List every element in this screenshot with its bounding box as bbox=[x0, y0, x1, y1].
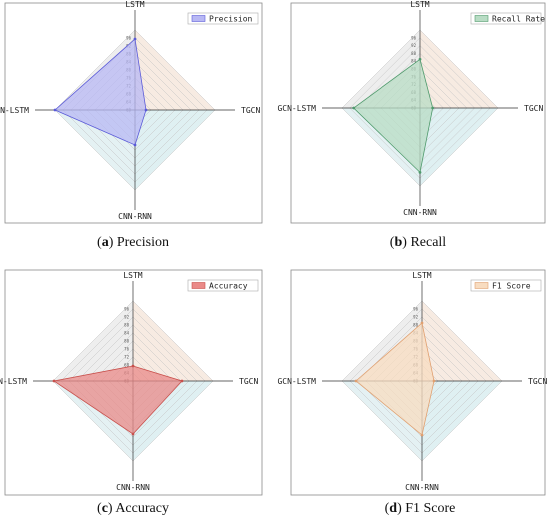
figure-caption: (a) Precision bbox=[97, 235, 169, 250]
series-point bbox=[352, 106, 356, 110]
legend-box bbox=[187, 279, 259, 292]
axis-label-cnn-rnn: CNN-RNN bbox=[116, 483, 150, 492]
series-point bbox=[133, 37, 137, 41]
axis-label-tgcn: TGCN bbox=[528, 377, 547, 386]
caption-text: Precision bbox=[117, 235, 169, 250]
tick-label: 88 bbox=[124, 323, 129, 328]
legend-swatch bbox=[474, 282, 489, 289]
axis-label-tgcn: TGCN bbox=[239, 377, 258, 386]
legend-label: Recall Rate bbox=[492, 14, 545, 23]
series-point bbox=[354, 379, 358, 383]
axis-label-lstm: LSTM bbox=[125, 0, 144, 9]
axis-label-cnn-rnn: CNN-RNN bbox=[118, 212, 152, 221]
caption-letter: a bbox=[102, 235, 109, 250]
series-point bbox=[432, 379, 436, 383]
tick-label: 84 bbox=[124, 331, 129, 336]
legend-swatch bbox=[191, 282, 206, 289]
tick-label: 68 bbox=[124, 363, 129, 368]
axis-label-lstm: LSTM bbox=[410, 0, 429, 9]
axis-label-gcn-lstm: GCN-LSTM bbox=[0, 377, 27, 386]
chart-panel-b: 60646872768084889296LSTMTGCNCNN-RNNGCN-L… bbox=[277, 0, 546, 250]
tick-label: 72 bbox=[124, 355, 129, 360]
series-point bbox=[431, 106, 435, 110]
tick-label: 96 bbox=[126, 36, 131, 41]
axis-label-lstm: LSTM bbox=[123, 271, 142, 280]
tick-label: 92 bbox=[411, 43, 416, 48]
chart-panel-a: 60646872768084889296LSTMTGCNCNN-RNNGCN-L… bbox=[0, 0, 263, 250]
axis-label-lstm: LSTM bbox=[412, 271, 431, 280]
figure-caption: (d) F1 Score bbox=[385, 501, 456, 516]
series-point bbox=[180, 379, 184, 383]
caption-letter: b bbox=[394, 235, 402, 250]
legend: Accuracy bbox=[187, 279, 259, 292]
series-point bbox=[144, 108, 148, 112]
figure-caption: (c) Accuracy bbox=[97, 501, 169, 516]
tick-label: 96 bbox=[413, 307, 418, 312]
tick-label: 92 bbox=[413, 315, 418, 320]
legend-swatch bbox=[474, 15, 489, 22]
series-point bbox=[420, 433, 424, 437]
axis-label-gcn-lstm: GCN-LSTM bbox=[0, 106, 29, 115]
caption-letter: c bbox=[102, 501, 108, 516]
series-point bbox=[53, 108, 57, 112]
tick-label: 84 bbox=[411, 59, 416, 64]
legend-swatch bbox=[191, 15, 206, 22]
caption-letter: d bbox=[389, 501, 397, 516]
series-point bbox=[131, 432, 135, 436]
tick-label: 96 bbox=[124, 307, 129, 312]
tick-label: 88 bbox=[411, 51, 416, 56]
legend-label: Accuracy bbox=[209, 281, 248, 290]
tick-label: 80 bbox=[124, 339, 129, 344]
series-point bbox=[418, 57, 422, 61]
figure-caption: (b) Recall bbox=[390, 235, 447, 250]
legend-box bbox=[187, 12, 259, 25]
legend-box bbox=[470, 279, 542, 292]
series-point bbox=[418, 170, 422, 174]
tick-label: 76 bbox=[124, 347, 129, 352]
axis-label-tgcn: TGCN bbox=[524, 104, 543, 113]
axis-label-tgcn: TGCN bbox=[241, 106, 260, 115]
series-point bbox=[131, 364, 135, 368]
series-point bbox=[420, 321, 424, 325]
legend-label: F1 Score bbox=[492, 281, 531, 290]
chart-panel-c: 60646872768084889296LSTMTGCNCNN-RNNGCN-L… bbox=[0, 269, 263, 516]
caption-text: Accuracy bbox=[115, 501, 169, 516]
caption-text: Recall bbox=[410, 235, 446, 250]
series-point bbox=[133, 143, 137, 147]
axis-label-cnn-rnn: CNN-RNN bbox=[403, 208, 437, 217]
chart-panel-d: 60646872768084889296LSTMTGCNCNN-RNNGCN-L… bbox=[277, 269, 547, 516]
legend: Precision bbox=[187, 12, 259, 25]
legend-label: Precision bbox=[209, 14, 253, 23]
tick-label: 88 bbox=[413, 323, 418, 328]
axis-label-cnn-rnn: CNN-RNN bbox=[405, 483, 439, 492]
axis-label-gcn-lstm: GCN-LSTM bbox=[277, 377, 316, 386]
legend: F1 Score bbox=[470, 279, 542, 292]
axis-label-gcn-lstm: GCN-LSTM bbox=[277, 104, 316, 113]
series-point bbox=[52, 379, 56, 383]
tick-label: 96 bbox=[411, 35, 416, 40]
caption-text: F1 Score bbox=[405, 501, 455, 516]
tick-label: 92 bbox=[124, 315, 129, 320]
legend: Recall Rate bbox=[470, 12, 545, 25]
legend-box bbox=[470, 12, 542, 25]
